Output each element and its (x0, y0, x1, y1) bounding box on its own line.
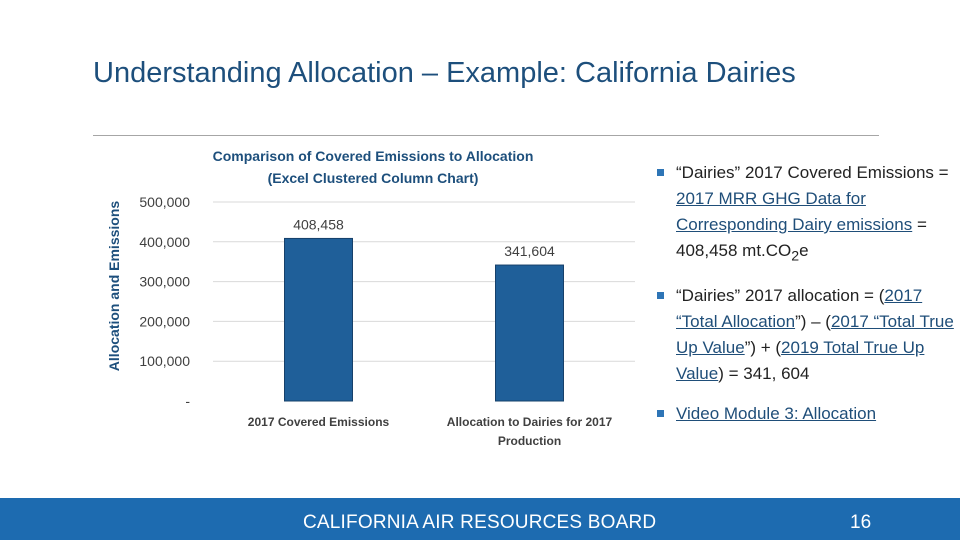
data-labels: 408,458 341,604 (293, 216, 555, 259)
bullet1-suffix: = 408,458 mt.CO (676, 215, 927, 260)
bullet1-end: e (799, 241, 809, 260)
footer-org-name: CALIFORNIA AIR RESOURCES BOARD (303, 512, 657, 533)
x-tick-label: 2017 Covered Emissions (248, 415, 390, 429)
data-label: 341,604 (504, 243, 555, 259)
data-label: 408,458 (293, 216, 344, 232)
bullet2-prefix: “Dairies” 2017 allocation = ( (676, 286, 885, 306)
y-tick-labels: - 100,000 200,000 300,000 400,000 500,000 (139, 194, 190, 409)
x-tick-label: Allocation to Dairies for 2017 (447, 415, 613, 429)
bullet1-subscript: 2 (791, 248, 800, 265)
page-number: 16 (850, 512, 872, 533)
bars (284, 237, 564, 402)
y-tick-label: 100,000 (139, 353, 190, 369)
x-tick-label: Production (498, 434, 561, 448)
y-tick-label: 200,000 (139, 313, 190, 329)
total-true-up-2019-link[interactable]: 2019 Total True Up Value (676, 338, 925, 384)
y-tick-label: 400,000 (139, 234, 190, 250)
total-true-up-2017-link[interactable]: 2017 “Total True Up Value (676, 312, 954, 358)
bullet1-prefix: “Dairies” 2017 Covered Emissions = (676, 163, 949, 182)
y-tick-label: 500,000 (139, 194, 190, 210)
footer-bar (0, 498, 960, 540)
bullet-video-module: Video Module 3: Allocation (655, 401, 955, 427)
x-tick-labels: 2017 Covered Emissions Allocation to Dair… (248, 415, 613, 448)
bullet2-end: ) = 341, 604 (718, 364, 810, 384)
chart-subtitle: (Excel Clustered Column Chart) (268, 170, 479, 186)
chart-title: Comparison of Covered Emissions to Alloc… (213, 148, 534, 164)
video-module-link[interactable]: Video Module 3: Allocation (676, 404, 877, 424)
gridlines (213, 201, 635, 362)
mrr-ghg-data-link[interactable]: 2017 MRR GHG Data for Corresponding Dair… (676, 189, 913, 234)
bar (284, 237, 353, 402)
title-divider (93, 135, 879, 136)
bar-chart: Comparison of Covered Emissions to Alloc… (106, 148, 635, 448)
y-axis-label: Allocation and Emissions (106, 201, 122, 372)
bullet-covered-emissions: “Dairies” 2017 Covered Emissions = 2017 … (655, 160, 955, 269)
bullet-allocation: “Dairies” 2017 allocation = (2017 “Total… (655, 283, 955, 387)
total-allocation-link[interactable]: 2017 “Total Allocation (676, 286, 923, 332)
bar (495, 264, 564, 402)
bullet-list: “Dairies” 2017 Covered Emissions = 2017 … (655, 160, 955, 441)
y-tick-label: 300,000 (139, 274, 190, 290)
bullet2-mid1: ”) – ( (795, 312, 831, 332)
y-tick-label: - (185, 393, 190, 409)
slide-title: Understanding Allocation – Example: Cali… (93, 57, 796, 89)
bullet2-mid2: ”) + ( (744, 338, 782, 358)
